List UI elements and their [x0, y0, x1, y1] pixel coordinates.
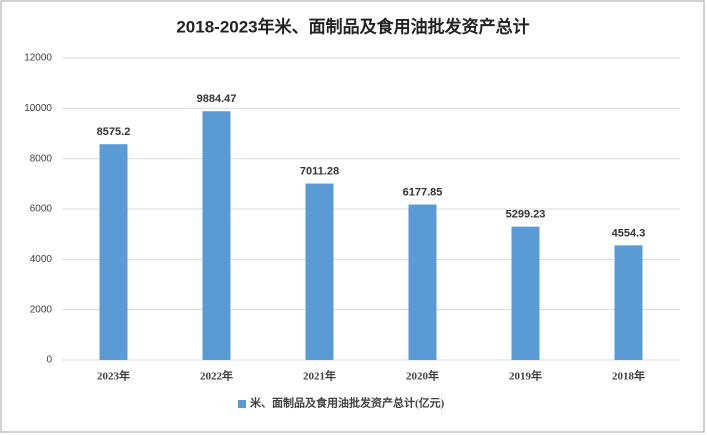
y-tick-label: 8000 — [30, 153, 53, 164]
x-tick-label: 2021年 — [303, 369, 336, 383]
value-label: 5299.23 — [506, 209, 546, 221]
y-tick-label: 2000 — [30, 304, 53, 315]
value-label: 9884.47 — [197, 93, 237, 105]
y-tick-label: 4000 — [30, 254, 53, 265]
bar — [511, 226, 540, 360]
bar — [202, 111, 231, 360]
x-tick-label: 2023年 — [97, 369, 130, 383]
x-tick-label: 2019年 — [509, 369, 542, 383]
legend-swatch — [238, 400, 246, 408]
y-tick-label: 10000 — [24, 103, 52, 114]
y-tick-label: 12000 — [24, 53, 52, 64]
chart-title: 2018-2023年米、面制品及食用油批发资产总计 — [176, 16, 529, 36]
x-tick-label: 2020年 — [406, 369, 439, 383]
x-tick-label: 2022年 — [200, 369, 233, 383]
bar — [99, 144, 128, 360]
value-label: 7011.28 — [300, 165, 339, 177]
bar — [408, 204, 437, 360]
value-label: 4554.3 — [612, 227, 646, 239]
bar — [305, 183, 334, 360]
bar — [614, 245, 643, 360]
x-tick-label: 2018年 — [612, 369, 645, 383]
value-label: 6177.85 — [403, 186, 443, 198]
y-tick-label: 6000 — [30, 204, 53, 215]
value-label: 8575.2 — [97, 126, 131, 138]
legend-label: 米、面制品及食用油批发资产总计(亿元) — [249, 396, 445, 410]
y-tick-label: 0 — [46, 355, 52, 366]
